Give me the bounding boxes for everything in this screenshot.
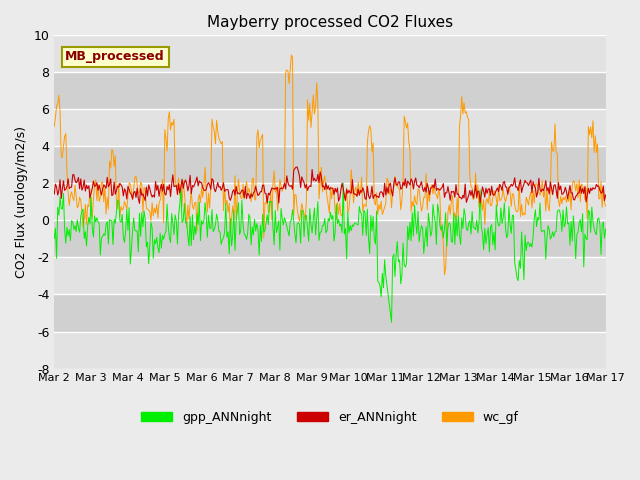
Title: Mayberry processed CO2 Fluxes: Mayberry processed CO2 Fluxes <box>207 15 453 30</box>
Bar <box>54 332 605 369</box>
Bar <box>54 36 605 72</box>
Bar <box>54 72 605 109</box>
Bar <box>54 220 605 257</box>
Bar <box>54 183 605 220</box>
Bar <box>54 257 605 295</box>
Legend: gpp_ANNnight, er_ANNnight, wc_gf: gpp_ANNnight, er_ANNnight, wc_gf <box>136 406 524 429</box>
Y-axis label: CO2 Flux (urology/m2/s): CO2 Flux (urology/m2/s) <box>15 126 28 278</box>
Bar <box>54 295 605 332</box>
Bar <box>54 146 605 183</box>
Bar <box>54 109 605 146</box>
Text: MB_processed: MB_processed <box>65 50 165 63</box>
